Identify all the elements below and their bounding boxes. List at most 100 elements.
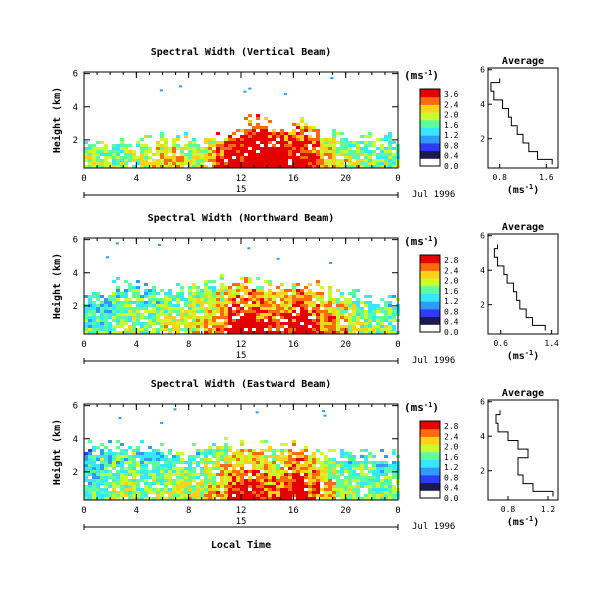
heatmap-cell: [112, 159, 116, 162]
heatmap-cell: [348, 464, 352, 467]
heatmap-cell: [336, 491, 340, 494]
heatmap-cell: [304, 491, 308, 494]
heatmap-cell: [372, 159, 376, 162]
heatmap-cell: [220, 325, 224, 328]
heatmap-cell: [288, 289, 292, 292]
heatmap-cell: [112, 325, 116, 328]
heatmap-cell: [136, 455, 140, 458]
heatmap-cell: [156, 159, 160, 162]
heatmap-cell: [348, 461, 352, 464]
heatmap-cell: [360, 165, 364, 168]
heatmap-cell: [348, 476, 352, 479]
heatmap-cell: [176, 482, 180, 485]
heatmap-cell: [208, 295, 212, 298]
heatmap-cell: [292, 298, 296, 301]
heatmap-cell: [124, 452, 128, 455]
heatmap-cell: [188, 313, 192, 316]
heatmap-cell: [96, 446, 100, 449]
y-tick-label: 4: [73, 435, 78, 445]
heatmap-cell: [280, 289, 284, 292]
heatmap-cell: [256, 491, 260, 494]
heatmap-cell: [100, 313, 104, 316]
heatmap-cell: [88, 319, 92, 322]
heatmap-cell: [180, 316, 184, 319]
heatmap-cell: [100, 328, 104, 331]
heatmap-cell: [236, 307, 240, 310]
heatmap-cell: [108, 464, 112, 467]
heatmap-cell: [228, 147, 232, 150]
heatmap-cell: [356, 497, 360, 500]
heatmap-cell: [160, 144, 164, 147]
heatmap-cell: [112, 485, 116, 488]
heatmap-cell: [200, 289, 204, 292]
heatmap-cell: [324, 307, 328, 310]
heatmap-cell: [124, 322, 128, 325]
heatmap-cell: [332, 147, 336, 150]
heatmap-cell: [280, 494, 284, 497]
heatmap-cell: [192, 141, 196, 144]
heatmap-cell: [148, 298, 152, 301]
heatmap-cell: [340, 491, 344, 494]
heatmap-cell: [192, 461, 196, 464]
heatmap-cell: [252, 132, 256, 135]
heatmap-cell: [216, 331, 220, 334]
heatmap-cell: [216, 449, 220, 452]
heatmap-cell: [164, 313, 168, 316]
heatmap-cell: [328, 138, 332, 141]
heatmap-cell: [268, 135, 272, 138]
heatmap-cell: [216, 461, 220, 464]
heatmap-cell: [92, 446, 96, 449]
heatmap-cell: [296, 325, 300, 328]
heatmap-cell: [356, 476, 360, 479]
heatmap-cell: [188, 144, 192, 147]
heatmap-cell: [236, 141, 240, 144]
heatmap-cell: [196, 150, 200, 153]
heatmap-cell: [180, 310, 184, 313]
heatmap-cell: [244, 144, 248, 147]
heatmap-cell: [136, 494, 140, 497]
heatmap-cell: [252, 482, 256, 485]
heatmap-cell: [160, 138, 164, 141]
x-tick-label: 12: [236, 506, 247, 516]
heatmap-cell: [248, 123, 252, 126]
heatmap-cell: [192, 301, 196, 304]
colorbar-segment: [420, 270, 440, 279]
heatmap-cell: [292, 464, 296, 467]
heatmap-cell: [272, 497, 276, 500]
heatmap-cell: [320, 488, 324, 491]
heatmap-cell: [352, 307, 356, 310]
heatmap-cell: [120, 443, 124, 446]
heatmap-cell: [292, 440, 296, 443]
heatmap-cell: [264, 138, 268, 141]
heatmap-cell: [164, 156, 168, 159]
heatmap-cell: [148, 325, 152, 328]
heatmap-cell: [304, 328, 308, 331]
heatmap-cell: [108, 452, 112, 455]
y-tick-label: 2: [73, 468, 78, 478]
heatmap-cell: [176, 304, 180, 307]
heatmap-cell: [288, 331, 292, 334]
heatmap-cell: [352, 162, 356, 165]
heatmap-cell: [288, 301, 292, 304]
heatmap-cell: [224, 147, 228, 150]
heatmap-cell: [204, 283, 208, 286]
heatmap-cell: [164, 488, 168, 491]
heatmap-cell: [232, 476, 236, 479]
heatmap-cell: [220, 449, 224, 452]
heatmap-cell: [372, 150, 376, 153]
heatmap-cell: [192, 485, 196, 488]
heatmap-cell: [184, 497, 188, 500]
heatmap-cell: [332, 482, 336, 485]
heatmap-cell: [292, 289, 296, 292]
heatmap-cell: [156, 328, 160, 331]
heatmap-cell: [196, 301, 200, 304]
heatmap-cell: [180, 156, 184, 159]
heatmap-cell: [92, 494, 96, 497]
heatmap-cell: [332, 485, 336, 488]
heatmap-cell: [224, 464, 228, 467]
heatmap-cell: [104, 467, 108, 470]
heatmap-cell: [328, 491, 332, 494]
heatmap-cell: [172, 156, 176, 159]
heatmap-cell: [172, 310, 176, 313]
heatmap-cell: [336, 298, 340, 301]
